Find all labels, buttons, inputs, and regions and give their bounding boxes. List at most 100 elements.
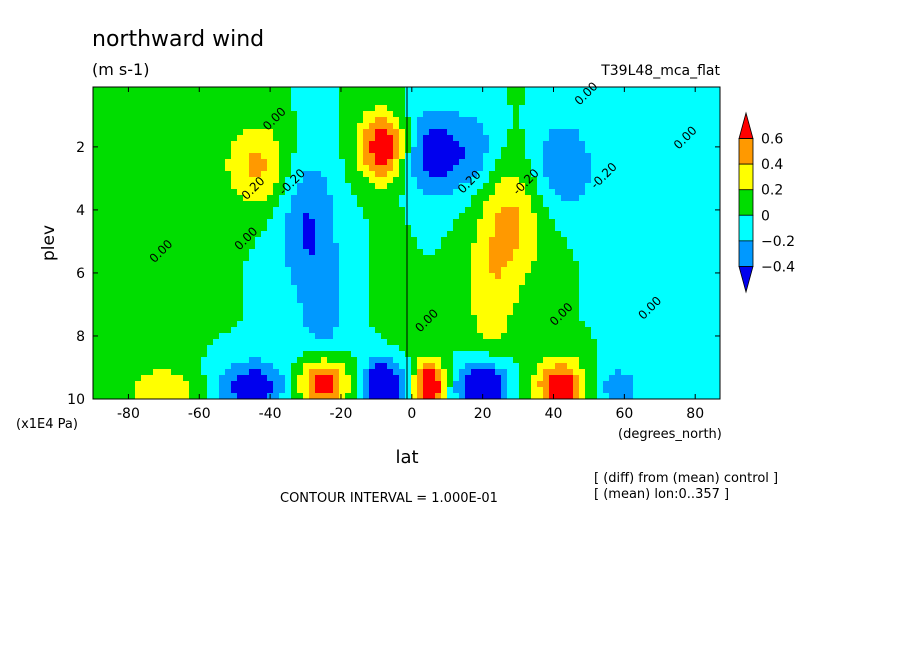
field-cell [399, 297, 406, 304]
field-cell [153, 219, 160, 226]
field-cell [699, 165, 706, 172]
field-cell [549, 165, 556, 172]
field-cell [705, 267, 712, 274]
field-cell [633, 321, 640, 328]
field-cell [597, 201, 604, 208]
field-cell [687, 243, 694, 250]
field-cell [531, 333, 538, 340]
field-cell [351, 165, 358, 172]
field-cell [291, 117, 298, 124]
field-cell [411, 231, 418, 238]
field-cell [579, 231, 586, 238]
field-cell [549, 213, 556, 220]
field-cell [303, 309, 310, 316]
field-cell [603, 255, 610, 262]
field-cell [411, 339, 418, 346]
field-cell [387, 321, 394, 328]
field-cell [699, 333, 706, 340]
field-cell [207, 267, 214, 274]
field-cell [321, 363, 328, 370]
field-cell [243, 129, 250, 136]
field-cell [477, 273, 484, 280]
field-cell [537, 135, 544, 142]
field-cell [627, 291, 634, 298]
field-cell [567, 117, 574, 124]
field-cell [327, 147, 334, 154]
field-cell [261, 357, 268, 364]
field-cell [267, 207, 274, 214]
field-cell [285, 207, 292, 214]
field-cell [219, 309, 226, 316]
field-cell [177, 207, 184, 214]
field-cell [195, 291, 202, 298]
field-cell [135, 147, 142, 154]
field-cell [567, 123, 574, 130]
field-cell [237, 369, 244, 376]
field-cell [225, 225, 232, 232]
field-cell [243, 243, 250, 250]
field-cell [549, 147, 556, 154]
field-cell [585, 183, 592, 190]
field-cell [243, 321, 250, 328]
field-cell [675, 249, 682, 256]
field-cell [501, 345, 508, 352]
field-cell [195, 309, 202, 316]
field-cell [105, 93, 112, 100]
field-cell [543, 117, 550, 124]
field-cell [675, 339, 682, 346]
field-cell [279, 333, 286, 340]
field-cell [225, 267, 232, 274]
field-cell [249, 111, 256, 118]
field-cell [189, 135, 196, 142]
field-cell [429, 267, 436, 274]
field-cell [651, 141, 658, 148]
field-cell [405, 297, 412, 304]
field-cell [477, 333, 484, 340]
field-cell [525, 129, 532, 136]
field-cell [303, 159, 310, 166]
field-cell [681, 93, 688, 100]
field-cell [423, 171, 430, 178]
field-cell [573, 141, 580, 148]
field-cell [117, 99, 124, 106]
field-cell [195, 285, 202, 292]
field-cell [435, 333, 442, 340]
field-cell [411, 189, 418, 196]
field-cell [159, 105, 166, 112]
field-cell [615, 207, 622, 214]
field-cell [453, 177, 460, 184]
field-cell [489, 273, 496, 280]
field-cell [393, 327, 400, 334]
field-cell [417, 243, 424, 250]
field-cell [285, 315, 292, 322]
field-cell [621, 351, 628, 358]
field-cell [93, 363, 100, 370]
field-cell [657, 255, 664, 262]
field-cell [333, 111, 340, 118]
field-cell [279, 327, 286, 334]
field-cell [549, 291, 556, 298]
field-cell [609, 201, 616, 208]
field-cell [267, 105, 274, 112]
field-cell [699, 135, 706, 142]
field-cell [351, 273, 358, 280]
field-cell [585, 333, 592, 340]
field-cell [513, 351, 520, 358]
field-cell [363, 195, 370, 202]
field-cell [423, 309, 430, 316]
field-cell [567, 345, 574, 352]
field-cell [177, 333, 184, 340]
field-cell [339, 357, 346, 364]
field-cell [459, 213, 466, 220]
field-cell [129, 267, 136, 274]
field-cell [393, 255, 400, 262]
field-cell [213, 105, 220, 112]
field-cell [477, 243, 484, 250]
field-cell [471, 249, 478, 256]
field-cell [501, 147, 508, 154]
field-cell [657, 267, 664, 274]
field-cell [399, 345, 406, 352]
field-cell [675, 303, 682, 310]
field-cell [591, 321, 598, 328]
field-cell [357, 147, 364, 154]
